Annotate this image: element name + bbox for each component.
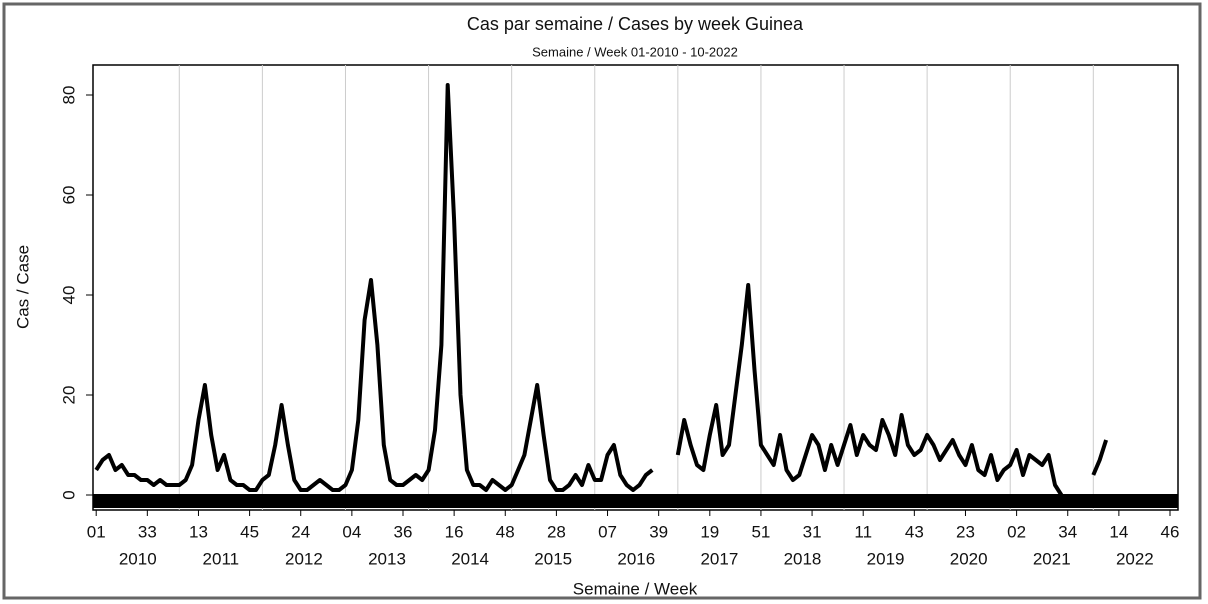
x-tick-label: 14 — [1109, 522, 1128, 541]
year-label: 2021 — [1033, 549, 1071, 568]
year-label: 2013 — [368, 549, 406, 568]
x-tick-label: 04 — [342, 522, 361, 541]
year-label: 2022 — [1116, 549, 1154, 568]
chart-title: Cas par semaine / Cases by week Guinea — [467, 14, 804, 34]
plot-area — [92, 64, 1179, 511]
x-tick-label: 34 — [1058, 522, 1077, 541]
year-label: 2012 — [285, 549, 323, 568]
x-axis-label: Semaine / Week — [573, 579, 698, 598]
x-tick-label: 11 — [854, 522, 872, 541]
x-tick-label: 46 — [1161, 522, 1180, 541]
x-tick-label: 48 — [496, 522, 515, 541]
year-label: 2014 — [451, 549, 489, 568]
baseline-band — [93, 494, 1178, 508]
x-tick-label: 36 — [394, 522, 413, 541]
x-tick-label: 07 — [598, 522, 617, 541]
y-tick-label: 80 — [59, 86, 78, 105]
data-line — [94, 83, 1109, 497]
year-label: 2019 — [867, 549, 905, 568]
year-label: 2015 — [534, 549, 572, 568]
x-tick-label: 23 — [956, 522, 975, 541]
x-tick-label: 24 — [291, 522, 310, 541]
x-tick-label: 19 — [700, 522, 719, 541]
y-tick-label: 0 — [59, 490, 78, 499]
x-tick-label: 01 — [87, 522, 106, 541]
chart-subtitle: Semaine / Week 01-2010 - 10-2022 — [532, 44, 738, 59]
x-tick-label: 28 — [547, 522, 566, 541]
x-tick-label: 51 — [751, 522, 770, 541]
y-axis-label: Cas / Case — [13, 245, 32, 329]
x-tick-label: 43 — [905, 522, 924, 541]
x-tick-label: 02 — [1007, 522, 1026, 541]
x-tick-label: 16 — [445, 522, 464, 541]
x-tick-label: 39 — [649, 522, 668, 541]
year-label: 2017 — [700, 549, 738, 568]
y-tick-label: 60 — [59, 186, 78, 205]
year-label: 2011 — [203, 549, 240, 568]
x-tick-label: 13 — [189, 522, 208, 541]
year-label: 2010 — [119, 549, 157, 568]
x-tick-label: 45 — [240, 522, 259, 541]
year-label: 2020 — [950, 549, 988, 568]
x-tick-label: 31 — [803, 522, 822, 541]
y-tick-label: 40 — [59, 286, 78, 305]
y-tick-label: 20 — [59, 386, 78, 405]
year-label: 2018 — [784, 549, 822, 568]
year-label: 2016 — [617, 549, 655, 568]
x-tick-label: 33 — [138, 522, 157, 541]
